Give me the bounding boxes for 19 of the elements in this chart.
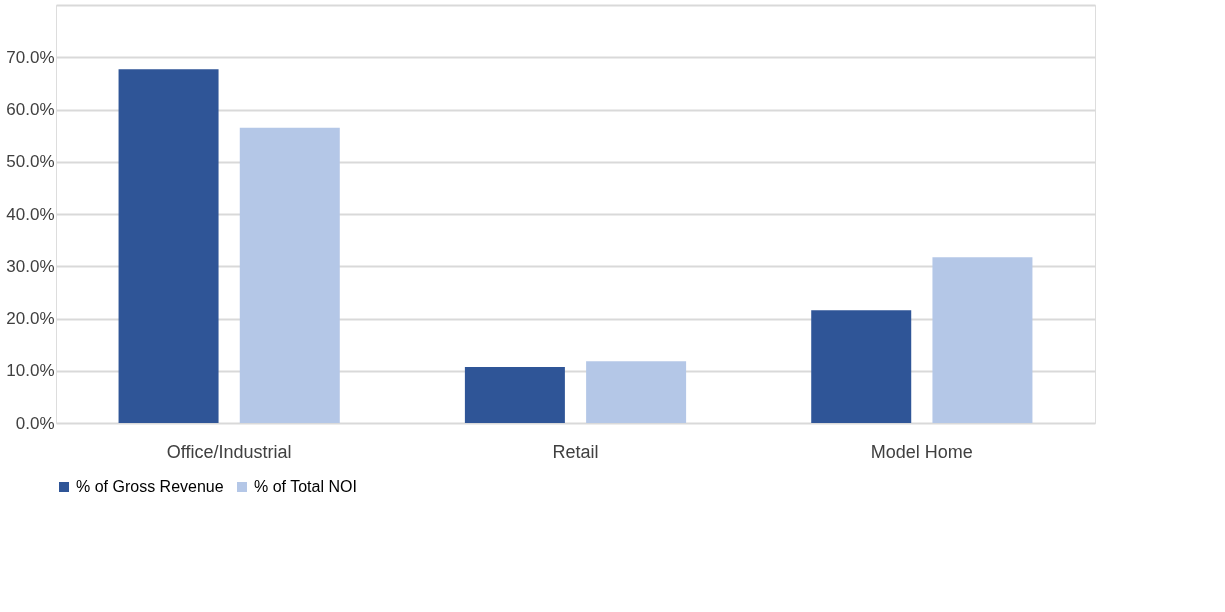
y-tick-label: 70.0%: [6, 47, 55, 67]
x-tick-label: Model Home: [870, 441, 973, 462]
legend-label: % of Gross Revenue: [76, 478, 224, 495]
y-tick-label: 10.0%: [6, 361, 55, 381]
bar: [118, 69, 219, 423]
bar: [811, 310, 912, 423]
legend-label: % of Total NOI: [254, 478, 357, 495]
y-tick-label: 20.0%: [6, 309, 55, 328]
bar: [239, 127, 340, 423]
bar: [586, 361, 687, 423]
y-tick-label: 40.0%: [6, 204, 55, 224]
y-tick-label: 0.0%: [15, 413, 55, 433]
y-tick-label: 30.0%: [6, 256, 55, 276]
y-tick-label: 60.0%: [6, 100, 55, 119]
y-tick-label: 50.0%: [6, 152, 55, 172]
bar: [932, 257, 1033, 423]
x-tick-label: Retail: [552, 441, 599, 462]
bar: [464, 367, 565, 423]
x-tick-label: Office/Industrial: [166, 441, 292, 462]
